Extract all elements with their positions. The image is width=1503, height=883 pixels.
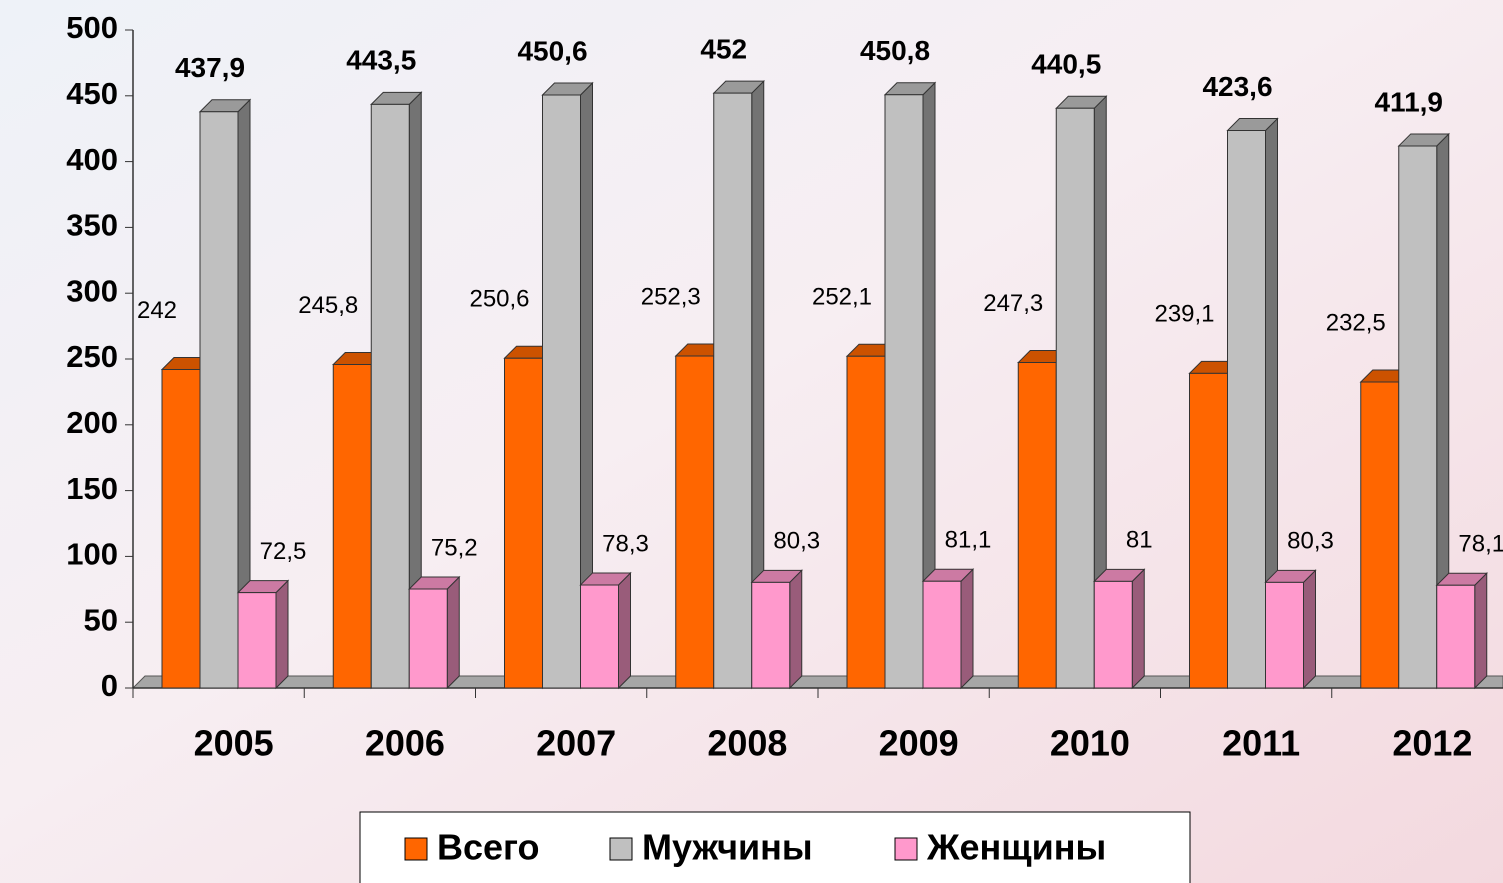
bar [541, 81, 594, 690]
data-label: 232,5 [1326, 309, 1386, 336]
y-tick-label: 50 [84, 602, 118, 637]
bar-face [370, 103, 410, 689]
bar-face [922, 580, 962, 689]
bar-face [408, 588, 448, 689]
bar [750, 569, 803, 690]
y-tick-label: 350 [66, 208, 118, 243]
bar-face [846, 355, 886, 689]
data-label: 411,9 [1374, 86, 1443, 117]
data-label: 81 [1126, 527, 1153, 554]
bar-face [1055, 107, 1095, 689]
bar-face [332, 364, 372, 689]
bar-face [1093, 580, 1133, 689]
data-label: 78,3 [602, 530, 649, 557]
y-tick-label: 300 [66, 273, 118, 308]
bar-face [884, 94, 924, 689]
bar-face [713, 92, 753, 689]
bar [1093, 568, 1146, 690]
bar-face [789, 569, 803, 690]
y-tick-label: 500 [66, 10, 118, 45]
y-tick-label: 200 [66, 405, 118, 440]
data-label: 250,6 [469, 286, 529, 313]
data-label: 252,1 [812, 284, 872, 311]
bar-face [960, 568, 974, 690]
data-label: 440,5 [1031, 49, 1101, 80]
data-label: 78,1 [1458, 531, 1503, 558]
bar-face [1360, 381, 1400, 689]
bar-face [1227, 130, 1266, 689]
y-tick-label: 100 [66, 537, 118, 572]
data-label: 247,3 [983, 290, 1043, 317]
data-label: 75,2 [431, 534, 478, 561]
legend-label: Всего [437, 827, 540, 868]
legend-swatch [894, 837, 918, 861]
y-tick-label: 450 [66, 76, 118, 111]
y-tick-label: 400 [66, 142, 118, 177]
bar-face [1017, 362, 1057, 689]
bar-face [1398, 145, 1438, 689]
data-label: 443,5 [346, 45, 416, 76]
legend-box [359, 811, 1191, 883]
data-label: 245,8 [298, 292, 358, 319]
x-tick-label: 2005 [194, 723, 274, 764]
legend-label: Женщины [926, 827, 1106, 868]
bar-face [1189, 372, 1228, 689]
bar-face [1303, 569, 1316, 690]
data-label: 452 [700, 34, 747, 65]
x-tick-label: 2009 [879, 723, 959, 764]
bar-face [1436, 584, 1476, 689]
data-label: 242 [137, 297, 177, 324]
bar [198, 98, 252, 690]
x-tick-label: 2008 [707, 723, 787, 764]
bar [921, 568, 975, 690]
x-tick-label: 2012 [1392, 723, 1472, 764]
data-label: 80,3 [773, 528, 820, 555]
bar [1435, 572, 1488, 690]
data-label: 423,6 [1202, 71, 1272, 102]
bar [579, 571, 632, 690]
bar-face [1265, 581, 1304, 689]
y-tick-label: 150 [66, 471, 118, 506]
bar-face [580, 584, 619, 689]
bar-face [1474, 572, 1488, 690]
data-label: 80,3 [1287, 528, 1334, 555]
data-label: 437,9 [175, 52, 245, 83]
x-tick-label: 2010 [1050, 723, 1130, 764]
bar [1226, 117, 1279, 690]
bar-face [237, 592, 277, 689]
x-tick-label: 2011 [1222, 723, 1300, 764]
bar [883, 81, 937, 690]
bar [408, 575, 461, 690]
data-label: 239,1 [1154, 301, 1214, 328]
x-tick-label: 2006 [365, 723, 445, 764]
legend-label: Мужчины [642, 827, 813, 868]
bar [712, 79, 765, 690]
bar-face [751, 581, 791, 689]
bar-face [161, 369, 201, 689]
bar-face [275, 579, 289, 690]
data-label: 81,1 [945, 527, 992, 554]
bar-face [504, 357, 543, 689]
data-label: 450,8 [860, 35, 930, 66]
bar-face [1131, 568, 1145, 690]
bar-face [542, 94, 581, 689]
bar-face [446, 575, 460, 690]
data-label: 252,3 [641, 283, 701, 310]
x-tick-label: 2007 [536, 723, 616, 764]
bar [1264, 569, 1317, 690]
legend-swatch [404, 837, 428, 861]
bar-face [675, 355, 715, 689]
data-label: 72,5 [260, 538, 307, 565]
legend-swatch [609, 837, 633, 861]
y-tick-label: 250 [66, 339, 118, 374]
bar-face [618, 571, 631, 690]
y-tick-label: 0 [101, 668, 118, 703]
data-label: 450,6 [517, 35, 587, 66]
bar [236, 579, 290, 690]
bar-face [199, 111, 239, 689]
